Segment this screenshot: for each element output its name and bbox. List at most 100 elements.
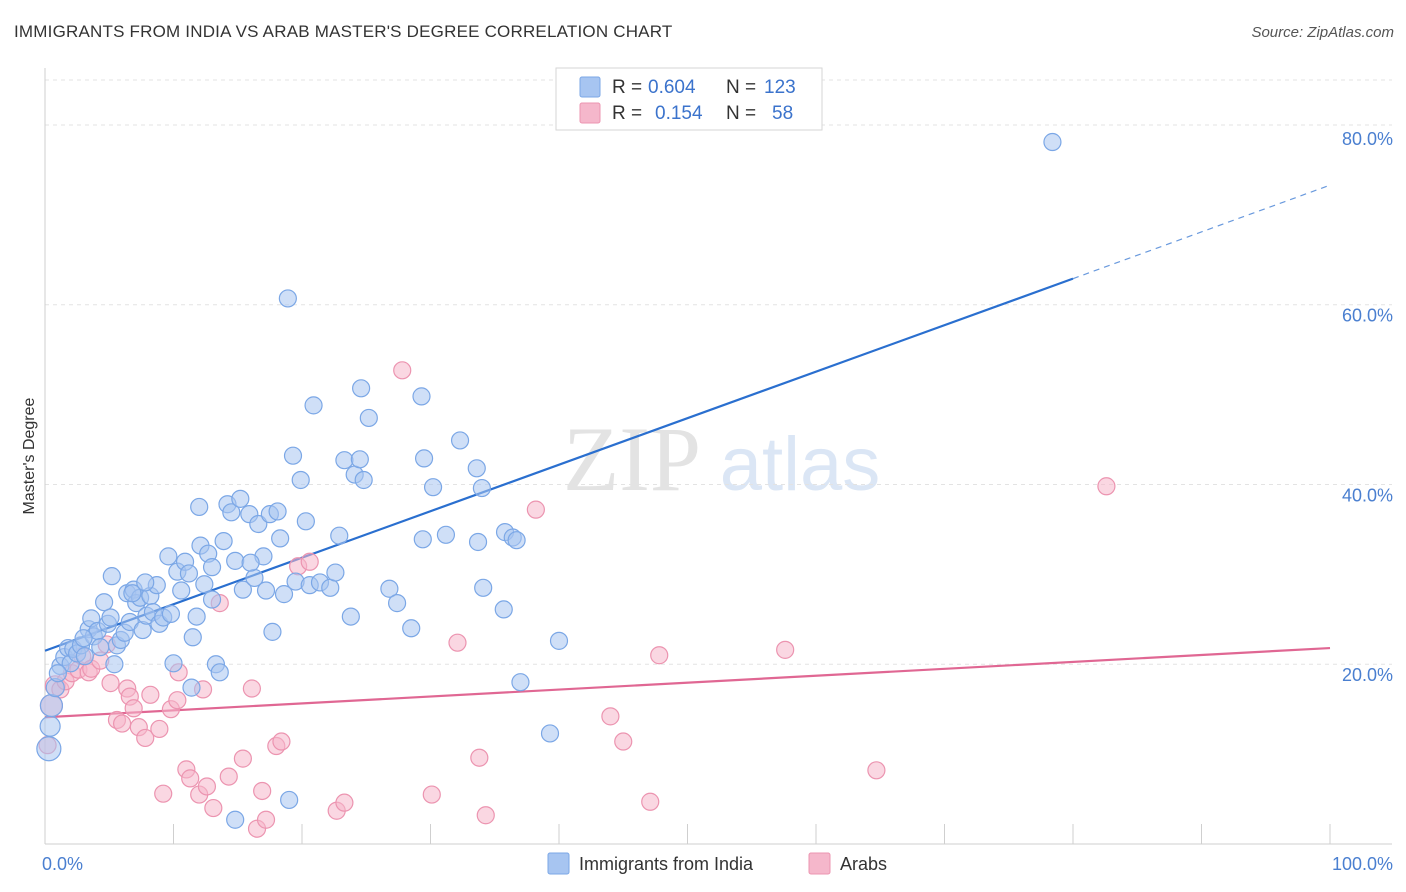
arabs-point [335,793,354,812]
arabs-point [124,699,143,718]
arabs-point [168,691,187,710]
india-point [274,585,294,604]
arabs-point [867,761,886,780]
india-point [321,578,340,597]
india-point [161,604,181,624]
india-point [268,502,287,521]
india-point [183,628,202,647]
legend-r-label-india: R = [612,77,642,98]
india-point [494,600,513,619]
arabs-point [614,732,633,751]
arabs-point [181,769,200,788]
legend-r-value-arabs: 0.154 [655,103,703,124]
arabs-point [204,798,223,818]
india-point [335,451,354,470]
india-point [187,607,206,626]
india-point [414,449,434,468]
axes [44,68,1392,845]
arabs-point [641,792,660,811]
arabs-point [650,646,669,665]
india-point [467,459,486,478]
india-point [36,736,62,762]
india-point [95,593,114,612]
x-tick-label: 100.0% [1332,854,1393,874]
y-tick-labels: 80.0% 60.0% 40.0% 20.0% [1342,129,1393,685]
india-point [233,580,252,599]
india-point [271,529,290,548]
india-point [105,655,124,674]
arabs-point [141,685,160,704]
y-tick-label: 60.0% [1342,306,1393,326]
india-point [102,567,121,586]
india-point [549,631,569,650]
india-point [39,715,61,737]
india-point [226,551,245,570]
india-point [214,531,233,551]
arabs-point [601,707,620,726]
india-point [39,693,64,718]
arabs-point [219,767,238,786]
arabs-point [776,640,795,659]
arabs-point [448,633,467,652]
watermark-zip: ZIP [563,408,701,510]
india-point [179,564,199,583]
india-point [283,446,303,465]
y-tick-label: 80.0% [1342,129,1393,149]
legend-n-label-india: N = [726,77,756,98]
india-point [380,579,399,598]
arabs-point [154,784,173,803]
india-point [226,810,245,829]
india-point [231,489,250,508]
arabs-point [256,810,276,829]
arabs-point [136,728,155,748]
chart-title: IMMIGRANTS FROM INDIA VS ARAB MASTER'S D… [14,22,673,41]
india-point [164,654,183,673]
india-point [387,594,407,613]
trend-line-extension-india [1072,184,1331,280]
y-tick-label: 20.0% [1342,665,1393,685]
series-legend-swatch-arabs [808,852,831,875]
india-point [436,525,456,544]
india-point [263,622,282,641]
arabs-point [150,719,169,739]
arabs-point [470,748,489,767]
india-point [423,478,443,497]
series-legend-label-india: Immigrants from India [579,854,754,874]
india-point [352,379,371,398]
india-point [91,638,110,657]
watermark-atlas: atlas [720,422,881,507]
india-point [507,531,526,550]
india-point [540,724,560,743]
arabs-point [526,500,545,519]
india-point [202,590,222,609]
india-point [278,289,297,308]
arabs-point [300,552,319,571]
india-point [136,573,155,592]
source-credit: Source: ZipAtlas.com [1251,24,1394,41]
arabs-point [476,806,495,825]
india-point [1043,132,1062,152]
india-point [182,678,201,697]
india-point [48,664,67,683]
y-axis-label: Master's Degree [21,397,38,514]
india-point [75,647,94,666]
india-point [472,478,491,498]
series-legend-swatch-india [547,852,570,875]
trend-line-arabs [44,646,1331,719]
y-tick-label: 40.0% [1342,485,1393,505]
india-point [202,558,222,577]
legend-n-value-arabs: 58 [772,103,793,124]
india-point [190,497,209,517]
arabs-point [253,781,272,801]
india-point [468,532,488,552]
data-points [36,132,1116,838]
india-point [241,553,260,572]
legend-n-label-arabs: N = [726,103,756,124]
india-point [291,470,310,490]
india-point [450,431,470,450]
arabs-point [422,785,441,804]
india-point [249,514,268,534]
india-point [304,396,323,415]
india-point [474,578,493,597]
